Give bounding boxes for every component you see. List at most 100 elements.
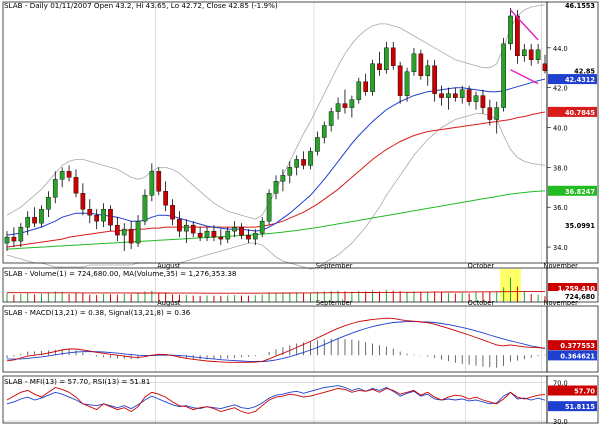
candle-down xyxy=(301,159,306,166)
candle-down xyxy=(66,171,72,178)
volume-panel-title: SLAB - Volume(1) = 724,680.00, MA(Volume… xyxy=(4,269,237,278)
trendline xyxy=(509,9,539,41)
price-tag: 40.7845 xyxy=(565,109,595,117)
candle-down xyxy=(108,209,113,226)
band-lower-line xyxy=(6,113,546,270)
candle-down xyxy=(363,81,369,92)
candle-up xyxy=(25,216,31,228)
candle-down xyxy=(377,63,382,70)
candle-up xyxy=(18,226,24,242)
candle-up xyxy=(294,159,300,168)
candle-up xyxy=(446,93,451,98)
candle-up xyxy=(149,171,155,196)
axis-frame xyxy=(546,305,599,373)
volume-tag: 724,680 xyxy=(565,293,595,301)
price-tag: 36.8247 xyxy=(565,188,595,196)
candle-up xyxy=(473,95,479,102)
candle-down xyxy=(487,107,493,120)
price-tag-bg xyxy=(548,220,597,231)
candle-down xyxy=(87,209,93,216)
candle-up xyxy=(501,43,506,108)
month-label-volume: September xyxy=(316,299,353,307)
signal-tag: 0.364621 xyxy=(560,352,595,360)
candle-up xyxy=(280,175,286,182)
candle-down xyxy=(128,228,134,244)
candle-up xyxy=(266,193,272,222)
candle-up xyxy=(259,220,265,234)
candle-down xyxy=(115,224,120,236)
candle-down xyxy=(80,193,86,210)
price-tag-bg xyxy=(548,106,597,117)
candle-up xyxy=(335,103,341,112)
candle-down xyxy=(439,93,444,98)
candle-up xyxy=(494,107,500,120)
candle-up xyxy=(135,220,141,244)
candle-down xyxy=(190,224,196,234)
candle-up xyxy=(356,81,362,100)
candle-up xyxy=(459,89,465,98)
candle-down xyxy=(542,63,548,71)
volume-tag: 1,259,410 xyxy=(558,285,596,293)
candle-down xyxy=(342,103,348,108)
candle-up xyxy=(521,49,527,56)
candle-up xyxy=(39,209,44,224)
candle-up xyxy=(411,53,417,72)
candle-up xyxy=(204,230,210,238)
osc-tick-label: 70.0 xyxy=(553,380,568,388)
mfi-tag: 57.70 xyxy=(574,388,595,396)
rsi-tag: 51.8115 xyxy=(565,403,595,411)
candle-up xyxy=(404,71,410,96)
price-tag-bg xyxy=(548,74,597,85)
price-tick-label: 36.0 xyxy=(553,204,568,212)
signal-tag-bg xyxy=(548,350,597,361)
price-tag: 42.4312 xyxy=(565,76,595,84)
price-tick-label: 44.0 xyxy=(553,45,568,53)
candle-down xyxy=(390,47,396,66)
candle-down xyxy=(156,171,162,192)
candle-down xyxy=(239,226,244,236)
price-tag: 46.1553 xyxy=(565,2,595,10)
signal-line xyxy=(6,321,546,362)
candle-down xyxy=(163,191,168,206)
mfi-rsi-layer: 57.70 51.8115 xyxy=(6,385,597,414)
candle-down xyxy=(246,234,251,240)
rsi-tag-bg xyxy=(548,401,597,412)
candle-down xyxy=(197,232,203,238)
candle-down xyxy=(528,49,534,60)
price-tag: 42.85 xyxy=(574,68,595,76)
month-label-volume: August xyxy=(157,299,180,307)
month-label-price: November xyxy=(544,262,579,270)
candle-up xyxy=(46,197,51,210)
candle-up xyxy=(142,195,148,222)
candle-down xyxy=(211,230,217,238)
candle-down xyxy=(432,65,437,94)
macd-tag: 0.377553 xyxy=(560,342,595,350)
volume-tag-bg xyxy=(548,291,597,301)
candle-up xyxy=(508,15,513,45)
candle-up xyxy=(425,65,431,76)
mfi-tag-bg xyxy=(548,385,597,396)
candle-down xyxy=(11,236,17,242)
candle-up xyxy=(308,151,313,166)
volume-tag-bg xyxy=(548,283,597,293)
rsi-line xyxy=(6,385,546,410)
price-tick-label: 40.0 xyxy=(553,125,568,133)
grid-layer: August August September September October Oct… xyxy=(3,2,579,426)
candle-up xyxy=(183,224,189,232)
axis-frame xyxy=(546,267,599,303)
candle-down xyxy=(515,15,520,56)
month-label-volume: October xyxy=(468,299,495,307)
trendline xyxy=(510,69,539,85)
candle-up xyxy=(52,179,58,198)
candle-up xyxy=(121,228,127,236)
candle-down xyxy=(32,216,37,224)
candle-up xyxy=(273,181,279,194)
price-tag-bg xyxy=(548,65,597,76)
candle-down xyxy=(480,95,486,108)
candle-down xyxy=(94,214,100,222)
candle-down xyxy=(452,93,458,98)
candle-up xyxy=(315,137,320,152)
